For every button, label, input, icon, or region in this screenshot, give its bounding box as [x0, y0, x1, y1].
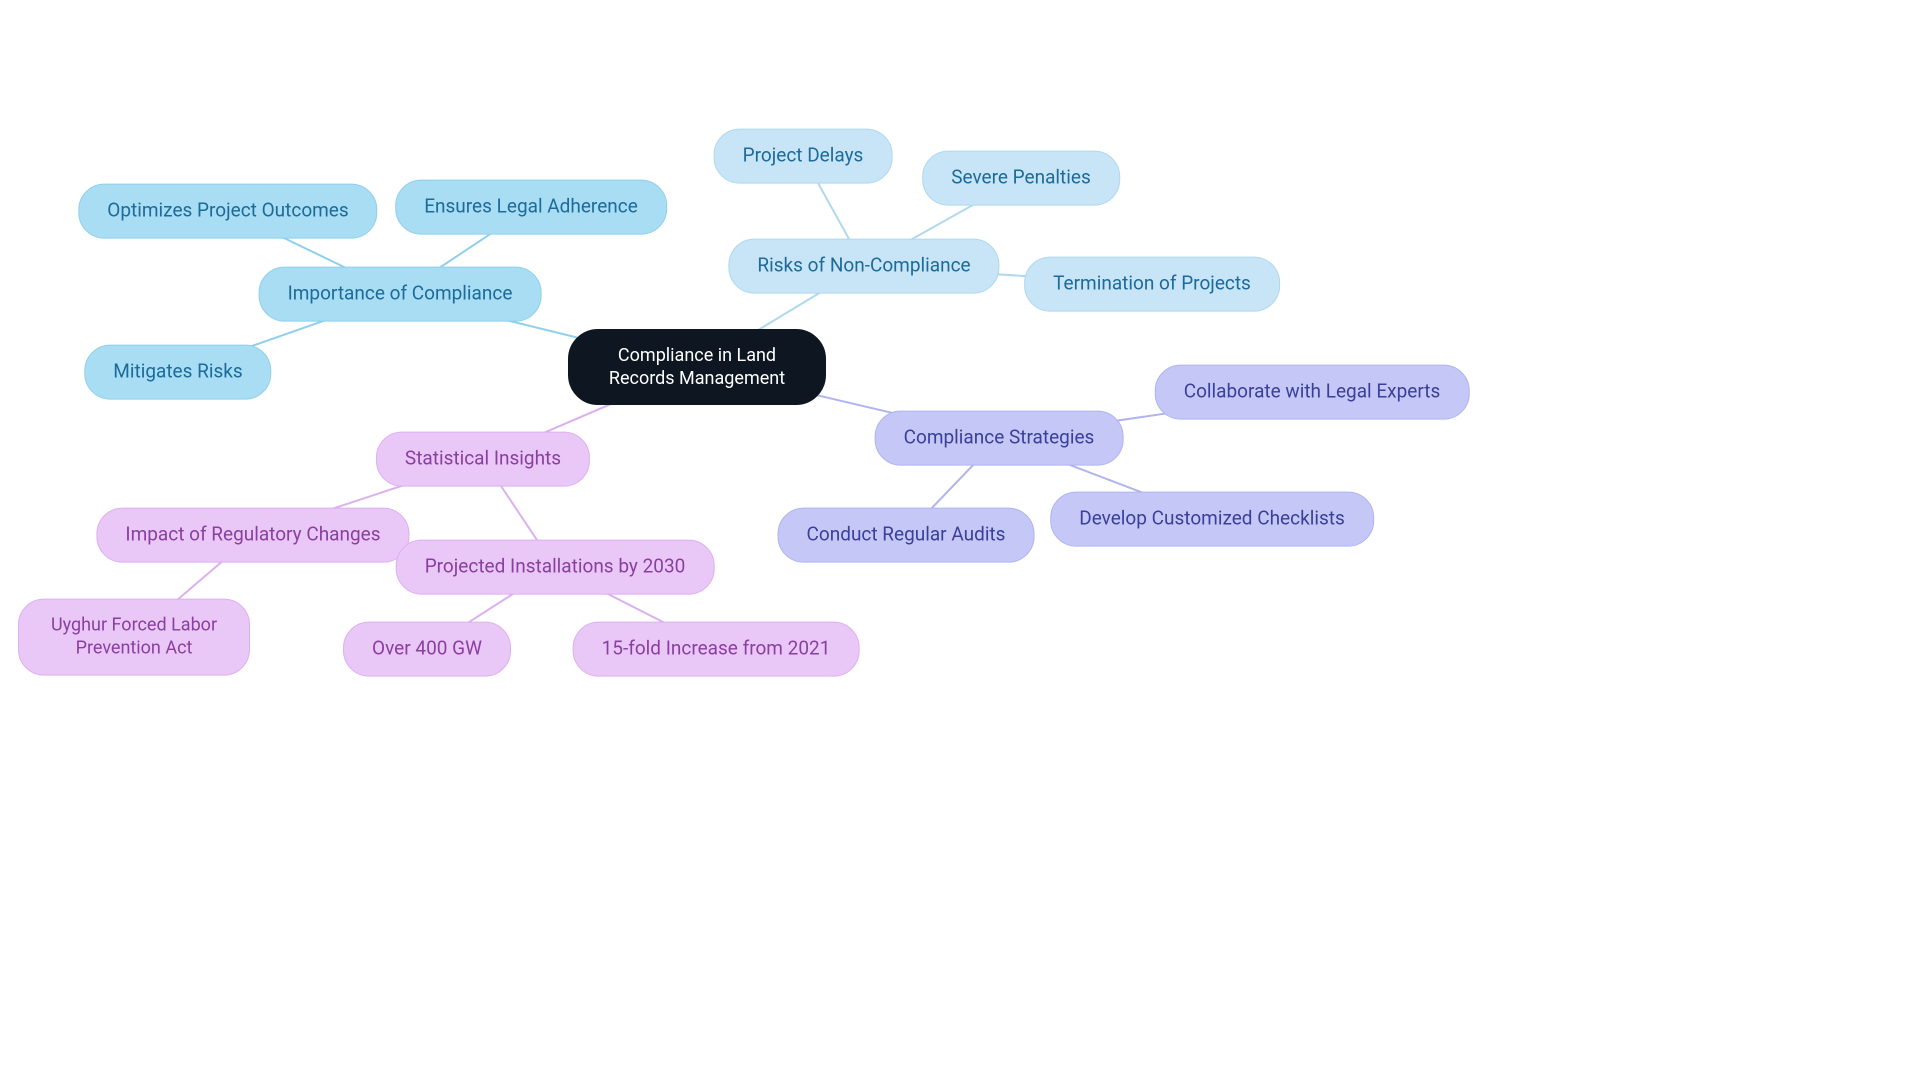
- mindmap-node-strategies: Compliance Strategies: [875, 411, 1124, 466]
- mindmap-node-stats_c1_1: Uyghur Forced Labor Prevention Act: [18, 599, 250, 676]
- mindmap-node-risks: Risks of Non-Compliance: [728, 239, 999, 294]
- mindmap-node-risks_c3: Termination of Projects: [1024, 257, 1280, 312]
- mindmap-node-root: Compliance in Land Records Management: [568, 329, 826, 405]
- mindmap-node-label: Collaborate with Legal Experts: [1184, 380, 1441, 405]
- mindmap-node-label: 15-fold Increase from 2021: [602, 637, 831, 662]
- mindmap-node-strategies_c1: Conduct Regular Audits: [778, 508, 1035, 563]
- mindmap-node-stats: Statistical Insights: [376, 432, 590, 487]
- mindmap-node-label: Ensures Legal Adherence: [424, 195, 638, 220]
- mindmap-node-label: Conduct Regular Audits: [807, 523, 1006, 548]
- mindmap-node-label: Risks of Non-Compliance: [757, 254, 970, 279]
- mindmap-node-label: Statistical Insights: [405, 447, 561, 472]
- mindmap-node-importance_c3: Mitigates Risks: [84, 345, 271, 400]
- mindmap-node-label: Termination of Projects: [1053, 272, 1251, 297]
- mindmap-node-strategies_c2: Develop Customized Checklists: [1050, 492, 1374, 547]
- mindmap-node-importance: Importance of Compliance: [259, 267, 542, 322]
- mindmap-node-label: Develop Customized Checklists: [1079, 507, 1345, 532]
- mindmap-node-label: Mitigates Risks: [113, 360, 242, 385]
- mindmap-node-label: Over 400 GW: [372, 637, 482, 662]
- mindmap-node-risks_c2: Severe Penalties: [922, 151, 1120, 206]
- mindmap-node-importance_c2: Ensures Legal Adherence: [395, 180, 667, 235]
- mindmap-node-label: Uyghur Forced Labor Prevention Act: [47, 614, 221, 661]
- mindmap-node-label: Optimizes Project Outcomes: [107, 199, 348, 224]
- mindmap-node-risks_c1: Project Delays: [714, 129, 893, 184]
- mindmap-node-label: Project Delays: [743, 144, 864, 169]
- mindmap-node-label: Compliance in Land Records Management: [597, 344, 797, 391]
- mindmap-node-stats_c2: Projected Installations by 2030: [396, 540, 715, 595]
- mindmap-node-label: Severe Penalties: [951, 166, 1091, 191]
- mindmap-node-strategies_c3: Collaborate with Legal Experts: [1155, 365, 1470, 420]
- mindmap-node-stats_c2_1: Over 400 GW: [343, 622, 511, 677]
- mindmap-node-label: Importance of Compliance: [288, 282, 513, 307]
- mindmap-node-label: Projected Installations by 2030: [425, 555, 686, 580]
- mindmap-node-stats_c2_2: 15-fold Increase from 2021: [573, 622, 860, 677]
- mindmap-node-label: Compliance Strategies: [904, 426, 1095, 451]
- mindmap-node-stats_c1: Impact of Regulatory Changes: [96, 508, 409, 563]
- mindmap-node-label: Impact of Regulatory Changes: [125, 523, 380, 548]
- mindmap-node-importance_c1: Optimizes Project Outcomes: [78, 184, 377, 239]
